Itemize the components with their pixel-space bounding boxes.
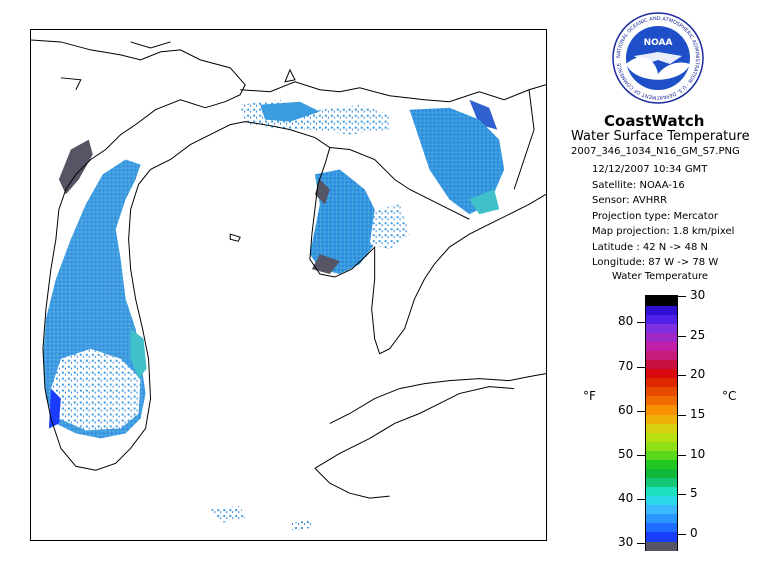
fahrenheit-tick-label: 30	[618, 534, 634, 549]
fahrenheit-tick-mark	[637, 366, 645, 368]
celsius-tick-mark	[678, 454, 686, 456]
color-swatch	[646, 522, 677, 533]
fahrenheit-tick-label: 40	[618, 490, 634, 505]
logo-text: NOAA	[644, 38, 673, 48]
noaa-logo: NOAA NATIONAL OCEANIC AND ATMOSPHERIC AD…	[612, 12, 704, 104]
color-scale-bar	[645, 295, 678, 551]
fahrenheit-tick-mark	[637, 454, 645, 456]
fahrenheit-tick-mark	[637, 322, 645, 324]
fahrenheit-tick-label: 80	[618, 314, 634, 329]
meta-sensor: Sensor: AVHRR	[592, 195, 668, 206]
color-swatch	[646, 341, 677, 351]
fahrenheit-tick-mark	[637, 542, 645, 544]
celsius-tick-mark	[678, 335, 686, 337]
color-swatch	[646, 377, 677, 388]
meta-latitude: Latitude : 42 N -> 48 N	[592, 241, 708, 253]
great-lakes-map	[31, 39, 546, 531]
legend-title: Water Temperature	[612, 271, 709, 282]
color-swatch	[646, 477, 677, 488]
lake-superior-data	[240, 99, 498, 135]
filename: 2007_346_1034_N16_GM_S7.PNG	[571, 146, 740, 157]
fahrenheit-tick-mark	[637, 410, 645, 412]
lake-erie-data	[210, 506, 312, 531]
color-swatch	[646, 395, 677, 406]
color-swatch	[646, 368, 677, 379]
celsius-tick-label: 20	[690, 367, 706, 382]
celsius-tick-label: 30	[690, 288, 706, 302]
color-swatch	[646, 486, 677, 497]
lake-michigan-data	[42, 139, 147, 439]
subtitle: Water Surface Temperature	[571, 129, 750, 144]
color-swatch	[646, 531, 677, 542]
color-swatch	[646, 468, 677, 478]
color-swatch	[646, 413, 677, 424]
fahrenheit-tick-mark	[637, 498, 645, 500]
color-swatch	[646, 450, 677, 460]
color-swatch	[646, 513, 677, 524]
lake-huron-data	[309, 107, 505, 275]
color-swatch	[646, 540, 677, 551]
coastlines	[31, 39, 546, 499]
brand-title: CoastWatch	[604, 112, 705, 130]
fahrenheit-tick-label: 70	[618, 358, 634, 373]
celsius-tick-label: 5	[690, 486, 698, 501]
color-swatch	[646, 305, 677, 315]
celsius-unit: °C	[722, 389, 737, 403]
metadata-block: 12/12/2007 10:34 GMT Satellite: NOAA-16 …	[592, 162, 734, 271]
celsius-tick-label: 0	[690, 526, 698, 541]
color-swatch	[646, 423, 677, 433]
meta-datetime: 12/12/2007 10:34 GMT	[592, 164, 708, 175]
meta-projection-type: Projection type: Mercator	[592, 210, 718, 222]
color-swatch	[646, 504, 677, 515]
meta-longitude: Longitude: 87 W -> 78 W	[592, 257, 719, 268]
celsius-tick-mark	[678, 494, 686, 496]
fahrenheit-tick-label: 50	[618, 446, 634, 461]
color-swatch	[646, 350, 677, 361]
fahrenheit-unit: °F	[583, 389, 596, 403]
celsius-tick-label: 15	[690, 407, 706, 422]
celsius-tick-mark	[678, 415, 686, 417]
color-swatch	[646, 441, 677, 451]
color-swatch	[646, 296, 677, 306]
color-swatch	[646, 323, 677, 333]
celsius-tick-label: 25	[690, 327, 706, 342]
celsius-tick-mark	[678, 375, 686, 377]
celsius-tick-label: 10	[690, 446, 706, 461]
color-swatch	[646, 404, 677, 415]
color-swatch	[646, 459, 677, 469]
color-swatch	[646, 495, 677, 506]
color-swatch	[646, 314, 677, 324]
meta-satellite: Satellite: NOAA-16	[592, 179, 685, 191]
color-swatch	[646, 432, 677, 442]
celsius-tick-mark	[678, 296, 686, 297]
color-swatch	[646, 359, 677, 370]
fahrenheit-tick-label: 60	[618, 402, 634, 417]
map-frame	[30, 29, 547, 541]
celsius-tick-mark	[678, 534, 686, 536]
meta-map-projection: Map projection: 1.8 km/pixel	[592, 226, 735, 237]
color-swatch	[646, 386, 677, 397]
color-swatch	[646, 332, 677, 342]
